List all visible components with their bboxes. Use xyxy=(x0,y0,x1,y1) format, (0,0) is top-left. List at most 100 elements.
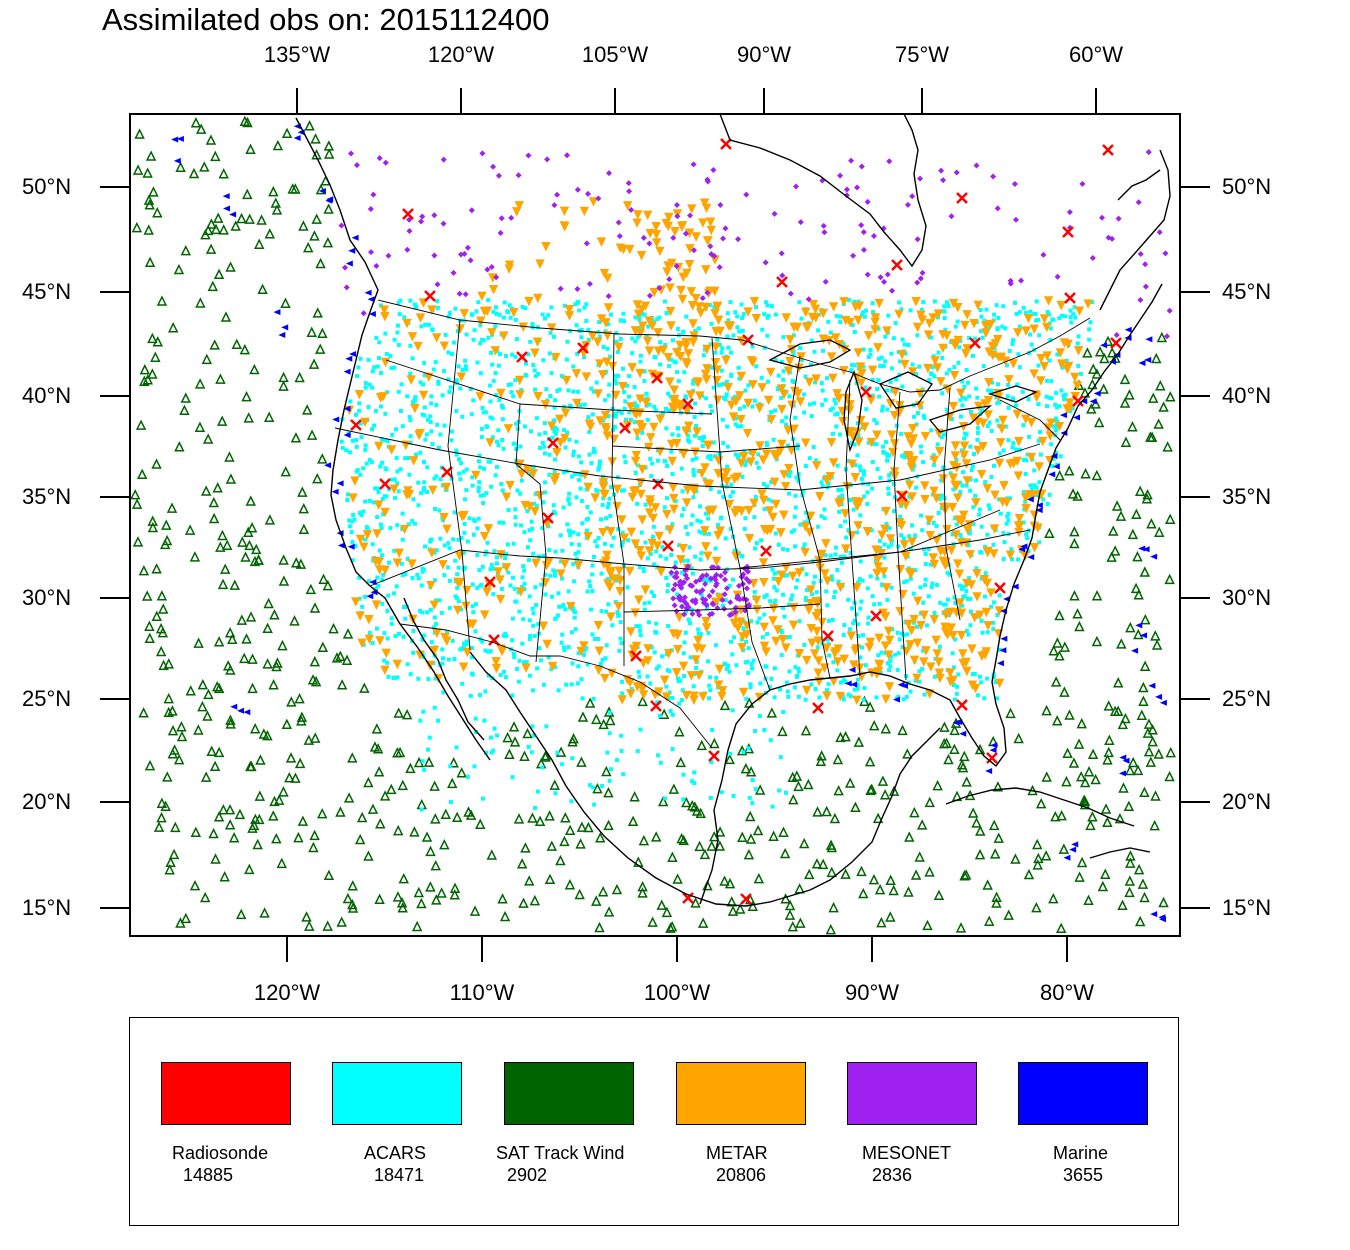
acars-marker xyxy=(607,496,612,501)
acars-marker xyxy=(563,445,568,450)
acars-marker xyxy=(985,532,990,537)
metar-marker xyxy=(607,361,618,372)
acars-marker xyxy=(964,628,969,633)
marine-marker xyxy=(990,742,998,749)
acars-marker xyxy=(697,529,702,534)
metar-marker xyxy=(916,620,926,631)
sat-track-wind-marker xyxy=(672,873,683,884)
acars-marker xyxy=(638,325,643,330)
acars-marker xyxy=(995,418,1000,423)
acars-marker xyxy=(914,372,919,377)
sat-track-wind-marker xyxy=(1076,717,1087,729)
sat-track-wind-marker xyxy=(164,864,175,875)
metar-marker xyxy=(637,515,648,525)
acars-marker xyxy=(566,645,571,650)
acars-marker xyxy=(467,516,472,521)
mesonet-marker xyxy=(716,264,723,271)
metar-marker xyxy=(669,493,679,504)
metar-marker xyxy=(520,500,530,511)
acars-marker xyxy=(440,393,445,398)
acars-marker xyxy=(660,545,665,550)
mesonet-marker xyxy=(1066,209,1073,216)
acars-marker xyxy=(460,681,465,686)
acars-marker xyxy=(561,428,566,433)
acars-marker xyxy=(893,652,898,657)
mesonet-marker xyxy=(721,569,728,576)
sat-track-wind-marker xyxy=(961,776,972,787)
acars-marker xyxy=(347,450,352,455)
metar-marker xyxy=(909,655,920,666)
acars-marker xyxy=(649,590,654,595)
acars-marker xyxy=(736,424,741,429)
acars-marker xyxy=(863,663,868,668)
acars-marker xyxy=(645,674,650,679)
acars-marker xyxy=(587,783,592,788)
acars-marker xyxy=(825,603,830,608)
radiosonde-marker xyxy=(630,650,642,662)
acars-marker xyxy=(611,535,616,540)
sat-track-wind-marker xyxy=(180,912,192,924)
acars-marker xyxy=(606,602,611,607)
acars-marker xyxy=(437,508,442,513)
metar-marker xyxy=(655,414,665,424)
acars-marker xyxy=(408,440,413,445)
metar-marker xyxy=(717,686,728,696)
mesonet-marker xyxy=(338,222,345,229)
acars-marker xyxy=(398,409,403,414)
metar-marker xyxy=(748,357,758,368)
metar-marker xyxy=(713,315,724,326)
acars-marker xyxy=(1034,318,1039,323)
acars-marker xyxy=(706,631,711,636)
acars-marker xyxy=(866,615,871,620)
marine-marker xyxy=(1048,471,1056,478)
metar-marker xyxy=(971,498,981,508)
metar-marker xyxy=(962,476,973,486)
metar-marker xyxy=(726,400,737,411)
acars-marker xyxy=(973,493,978,498)
sat-track-wind-marker xyxy=(243,412,254,423)
acars-marker xyxy=(566,589,571,594)
acars-marker xyxy=(370,385,375,390)
sat-track-wind-marker xyxy=(1088,363,1099,374)
sat-track-wind-marker xyxy=(263,597,274,609)
marine-marker xyxy=(1119,754,1127,761)
acars-marker xyxy=(709,409,714,414)
sat-track-wind-marker xyxy=(1098,383,1109,394)
acars-marker xyxy=(593,539,598,544)
metar-marker xyxy=(850,473,861,483)
acars-marker xyxy=(453,594,458,599)
left-lat-label: 45°N xyxy=(22,279,72,304)
acars-marker xyxy=(606,414,611,419)
acars-marker xyxy=(350,558,355,563)
acars-marker xyxy=(724,666,729,671)
sat-track-wind-marker xyxy=(225,473,237,484)
metar-marker xyxy=(878,567,889,577)
acars-marker xyxy=(771,437,776,442)
sat-track-wind-marker xyxy=(522,727,533,739)
acars-marker xyxy=(372,365,377,370)
acars-marker xyxy=(523,306,528,311)
sat-track-wind-marker xyxy=(1058,843,1070,854)
acars-marker xyxy=(1005,394,1010,399)
acars-marker xyxy=(954,522,959,527)
acars-marker xyxy=(541,553,546,558)
sat-track-wind-marker xyxy=(356,811,368,823)
acars-marker xyxy=(968,609,973,614)
marine-marker xyxy=(343,431,351,438)
acars-marker xyxy=(483,750,488,755)
sat-track-wind-marker xyxy=(209,339,220,350)
mesonet-marker xyxy=(615,219,622,226)
marine-marker xyxy=(318,187,326,194)
acars-marker xyxy=(574,323,579,328)
metar-marker xyxy=(651,222,661,232)
acars-marker xyxy=(876,326,881,331)
sat-track-wind-marker xyxy=(1165,746,1176,758)
marine-marker xyxy=(1138,360,1146,367)
acars-marker xyxy=(1038,429,1043,434)
acars-marker xyxy=(921,648,926,653)
acars-marker xyxy=(1087,337,1092,342)
acars-marker xyxy=(637,674,642,679)
metar-marker xyxy=(637,464,648,475)
metar-marker xyxy=(835,691,846,702)
marine-marker xyxy=(273,309,281,316)
